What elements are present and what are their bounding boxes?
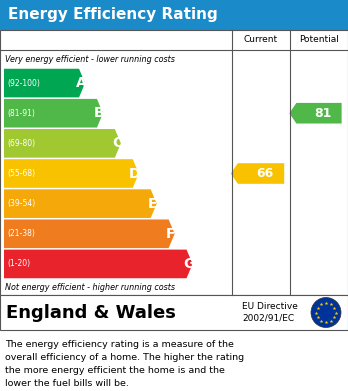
FancyBboxPatch shape xyxy=(0,0,348,30)
Text: (81-91): (81-91) xyxy=(7,109,35,118)
Text: Current: Current xyxy=(244,36,278,45)
Text: E: E xyxy=(148,197,157,211)
Text: D: D xyxy=(129,167,141,181)
Text: (55-68): (55-68) xyxy=(7,169,35,178)
FancyBboxPatch shape xyxy=(0,30,348,295)
Text: Not energy efficient - higher running costs: Not energy efficient - higher running co… xyxy=(5,283,175,292)
Polygon shape xyxy=(4,99,103,127)
Circle shape xyxy=(311,298,341,328)
Text: England & Wales: England & Wales xyxy=(6,303,176,321)
Text: EU Directive
2002/91/EC: EU Directive 2002/91/EC xyxy=(242,302,298,323)
Text: Potential: Potential xyxy=(299,36,339,45)
Text: (69-80): (69-80) xyxy=(7,139,35,148)
Text: Energy Efficiency Rating: Energy Efficiency Rating xyxy=(8,7,218,23)
Polygon shape xyxy=(231,163,284,184)
Text: (1-20): (1-20) xyxy=(7,260,30,269)
Polygon shape xyxy=(4,159,139,188)
Text: A: A xyxy=(76,76,86,90)
Text: (21-38): (21-38) xyxy=(7,229,35,238)
Polygon shape xyxy=(4,189,157,218)
Polygon shape xyxy=(290,103,342,124)
Polygon shape xyxy=(4,69,85,97)
Polygon shape xyxy=(4,129,121,158)
Text: (39-54): (39-54) xyxy=(7,199,35,208)
FancyBboxPatch shape xyxy=(0,295,348,330)
Polygon shape xyxy=(4,249,192,278)
Text: The energy efficiency rating is a measure of the
overall efficiency of a home. T: The energy efficiency rating is a measur… xyxy=(5,340,244,387)
Text: F: F xyxy=(166,227,175,241)
Text: (92-100): (92-100) xyxy=(7,79,40,88)
Polygon shape xyxy=(4,219,175,248)
Text: G: G xyxy=(183,257,194,271)
Text: B: B xyxy=(94,106,104,120)
Text: Very energy efficient - lower running costs: Very energy efficient - lower running co… xyxy=(5,54,175,63)
Text: C: C xyxy=(112,136,122,151)
Text: 66: 66 xyxy=(256,167,273,180)
Text: 81: 81 xyxy=(314,107,331,120)
